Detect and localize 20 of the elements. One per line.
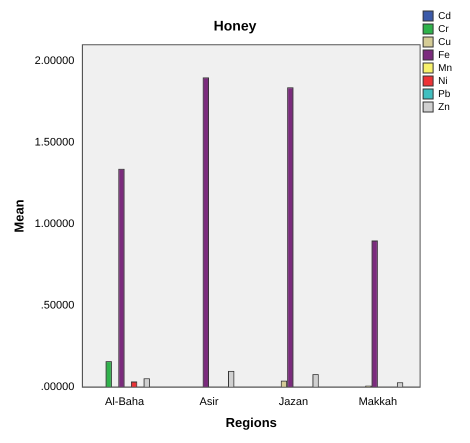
legend-label: Cr [438,24,450,35]
x-tick-label: Jazan [278,396,308,408]
legend-label: Pb [438,88,451,100]
x-axis-title: Regions [226,414,277,430]
legend-label: Mn [438,62,452,74]
legend-label: Cu [438,36,451,48]
y-tick-label: 2.00000 [34,55,74,68]
chart-title: Honey [214,17,257,34]
y-tick-label: 1.00000 [34,218,74,230]
legend-label: Cd [438,10,451,22]
y-tick-label: 1.50000 [34,136,74,149]
y-tick-label: .00000 [40,381,74,394]
x-tick-label: Makkah [358,396,398,408]
x-tick-label: Asir [200,396,219,408]
y-tick-label: .50000 [40,300,74,312]
x-tick-label: Al-Baha [105,396,146,408]
legend-label: Fe [438,50,450,61]
y-axis-title: Mean [11,199,26,233]
legend-label: Zn [438,102,450,113]
legend-label: Ni [438,76,448,87]
